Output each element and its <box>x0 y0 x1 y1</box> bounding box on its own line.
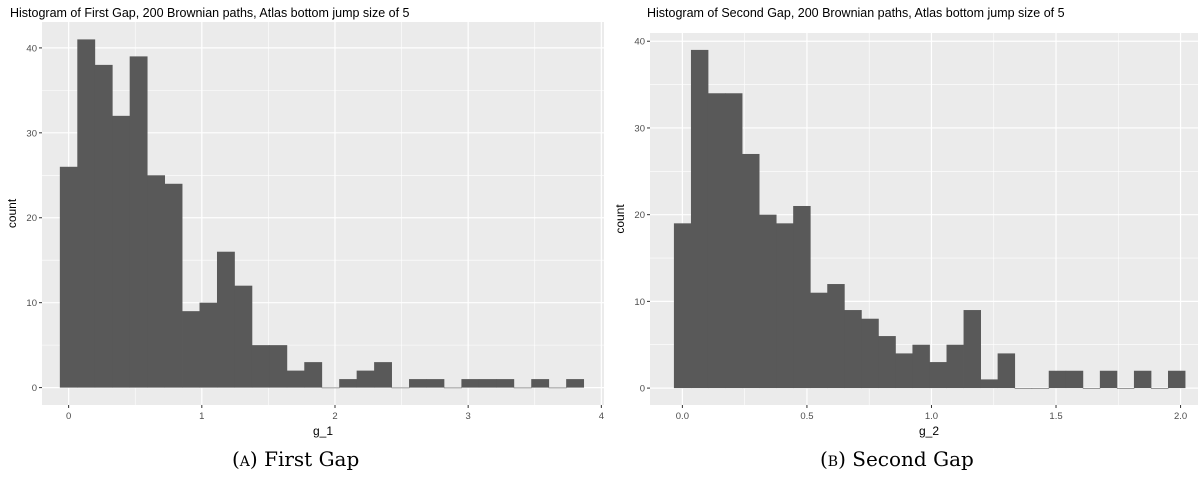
histogram-bar <box>810 292 828 389</box>
histogram-bar <box>531 379 550 388</box>
histogram-bar <box>164 183 183 388</box>
histogram-bar <box>548 387 567 389</box>
histogram-bar <box>147 175 166 388</box>
histogram-bar <box>742 153 760 389</box>
y-tick-label: 30 <box>26 128 37 139</box>
histogram-bar <box>1065 370 1084 389</box>
histogram-bar <box>478 379 497 388</box>
x-tick-label: 0.5 <box>800 411 813 422</box>
histogram-bar <box>269 345 288 388</box>
y-tick-label: 40 <box>634 37 645 48</box>
figure-caption: (b) Second Gap <box>820 447 974 471</box>
histogram-chart: 0 10 20 30 40 0.0 0.5 1.0 1.5 2.0 g_2 count <box>613 33 1198 438</box>
histogram-bar <box>321 387 340 389</box>
histogram-bar <box>216 251 235 388</box>
histogram-bar <box>251 345 270 388</box>
histogram-bar <box>759 214 777 389</box>
histogram-bar <box>997 353 1016 389</box>
x-tick-label: 3 <box>466 411 471 422</box>
histogram-bar <box>513 387 532 389</box>
x-tick-label: 2.0 <box>1174 411 1187 422</box>
histogram-chart: 0 10 20 30 40 0 1 2 3 4 g_1 count <box>5 22 604 438</box>
y-tick-label: 0 <box>640 384 645 395</box>
histogram-bar <box>827 284 845 389</box>
histogram-bar <box>356 370 375 388</box>
histogram-bar <box>496 379 515 388</box>
histogram-bar <box>304 362 323 388</box>
y-axis-label: count <box>5 198 19 228</box>
y-axis-label: count <box>613 204 627 234</box>
histogram-bar <box>1014 388 1033 389</box>
histogram-bar <box>690 49 709 389</box>
histogram-bar <box>861 318 879 389</box>
caption-label: (b) <box>820 447 846 471</box>
histogram-bar <box>1168 370 1186 389</box>
x-tick-label: 1.5 <box>1049 411 1062 422</box>
histogram-bar <box>1116 388 1135 389</box>
panel-first-gap: Histogram of First Gap, 200 Brownian pat… <box>5 6 604 471</box>
histogram-bar <box>59 166 78 388</box>
histogram-bar <box>725 93 743 389</box>
caption-label: (a) <box>232 447 258 471</box>
histogram-bar <box>912 344 930 389</box>
x-tick-label: 2 <box>332 411 337 422</box>
panel-second-gap: Histogram of Second Gap, 200 Brownian pa… <box>605 0 1202 493</box>
y-tick-label: 20 <box>634 210 645 221</box>
histogram-bar <box>673 223 692 389</box>
x-axis-label: g_1 <box>313 424 333 438</box>
histogram-bar <box>409 379 427 388</box>
x-tick-label: 4 <box>599 411 604 422</box>
x-tick-label: 1.0 <box>925 411 938 422</box>
histogram-bar <box>1082 388 1101 389</box>
histogram-bar <box>129 56 148 388</box>
histogram-bar <box>1133 370 1152 389</box>
histogram-bar <box>374 362 392 388</box>
y-tick-label: 10 <box>634 297 645 308</box>
histogram-bar <box>94 64 113 388</box>
histogram-bar <box>895 353 913 389</box>
histogram-bar <box>776 223 794 389</box>
y-tick-label: 20 <box>26 213 37 224</box>
histogram-bar <box>963 310 981 389</box>
y-tick-label: 40 <box>26 43 37 54</box>
histogram-bar <box>443 387 462 389</box>
histogram-bar <box>339 379 358 388</box>
histogram-bar <box>793 205 811 389</box>
histogram-bar <box>1048 370 1067 389</box>
histogram-bar <box>1031 388 1050 389</box>
histogram-bar <box>1150 388 1169 389</box>
histogram-bar <box>707 93 726 389</box>
y-tick-label: 30 <box>634 123 645 134</box>
histogram-bar <box>461 379 480 388</box>
histogram-bar <box>234 285 253 388</box>
y-tick-label: 10 <box>26 298 37 309</box>
figure-caption: (a) First Gap <box>232 447 359 471</box>
histogram-bar <box>182 311 200 388</box>
histogram-bar <box>391 387 410 389</box>
y-tick-label: 0 <box>32 383 37 394</box>
caption-text: Second Gap <box>852 447 974 471</box>
x-tick-label: 0.0 <box>676 411 689 422</box>
histogram-bar <box>844 310 862 389</box>
histogram-bar <box>566 379 585 388</box>
histogram-bar <box>286 370 305 388</box>
histogram-bar <box>980 379 999 389</box>
histogram-bar <box>929 362 947 389</box>
histogram-bar <box>77 39 96 388</box>
histogram-bar <box>112 115 131 388</box>
caption-text: First Gap <box>264 447 360 471</box>
histogram-bar <box>946 344 964 389</box>
histogram-bar <box>1099 370 1118 389</box>
chart-title: Histogram of Second Gap, 200 Brownian pa… <box>647 6 1065 20</box>
x-tick-label: 0 <box>66 411 71 422</box>
x-tick-label: 1 <box>199 411 204 422</box>
histogram-bar <box>426 379 445 388</box>
x-axis-label: g_2 <box>919 424 939 438</box>
histogram-bar <box>199 302 218 388</box>
chart-title: Histogram of First Gap, 200 Brownian pat… <box>10 6 410 20</box>
histogram-bar <box>878 336 896 389</box>
